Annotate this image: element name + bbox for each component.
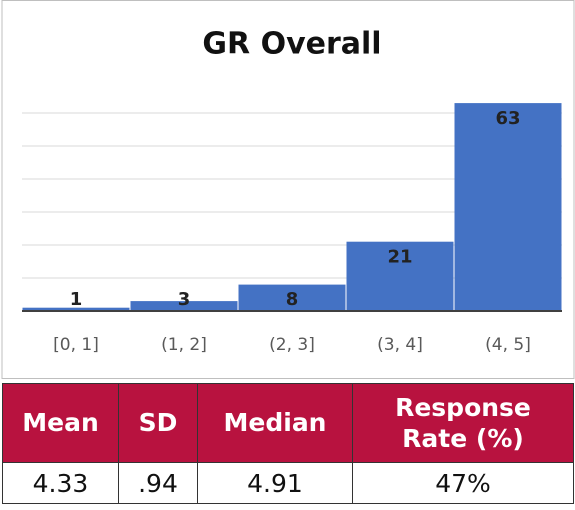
data-label: 63 — [495, 108, 520, 129]
bar — [130, 301, 238, 311]
bar — [22, 307, 130, 311]
x-tick-label: (1, 2] — [161, 335, 207, 355]
chart: GR Overall 1 [0, 1] 3 (1, 2] 8 (2, 3] 21 (3, 4]… — [1, 0, 575, 379]
data-label: 8 — [286, 289, 299, 310]
bar — [346, 241, 454, 311]
header-cell: SD — [118, 383, 198, 463]
header-cell: Mean — [2, 383, 119, 463]
cell: .94 — [118, 462, 198, 504]
header-row: Mean SD Median Response Rate (%) — [2, 383, 574, 463]
x-tick-label: (4, 5] — [485, 335, 531, 355]
x-tick-label: (2, 3] — [269, 335, 315, 355]
data-label: 1 — [70, 289, 83, 310]
bar — [454, 103, 562, 311]
chart-title: GR Overall — [202, 27, 381, 62]
cell: 4.91 — [197, 462, 353, 504]
bar — [238, 284, 346, 311]
x-tick-label: (3, 4] — [377, 335, 423, 355]
data-label: 21 — [387, 247, 412, 268]
header-cell: Response Rate (%) — [352, 383, 574, 463]
stats-table: Mean SD Median Response Rate (%) 4.33 .9… — [2, 383, 574, 504]
x-tick-label: [0, 1] — [53, 335, 99, 355]
header-cell: Median — [197, 383, 353, 463]
data-label: 3 — [178, 289, 191, 310]
data-row: 4.33 .94 4.91 47% — [2, 462, 574, 504]
cell: 47% — [352, 462, 574, 504]
cell: 4.33 — [2, 462, 119, 504]
